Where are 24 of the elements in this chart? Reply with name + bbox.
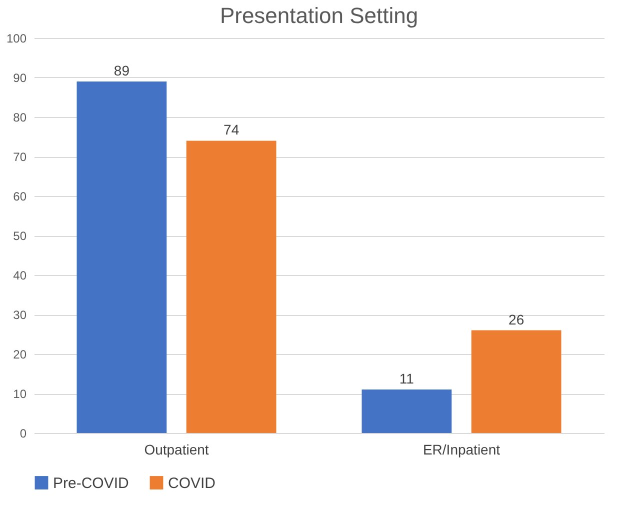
- y-tick-label: 80: [13, 110, 27, 124]
- chart-title: Presentation Setting: [220, 3, 418, 28]
- y-tick-label: 90: [13, 71, 27, 85]
- y-tick-label: 70: [13, 150, 27, 164]
- bar: [471, 330, 562, 433]
- data-label: 26: [508, 311, 524, 328]
- y-tick-label: 0: [20, 426, 27, 440]
- y-tick-label: 50: [13, 229, 27, 243]
- bar: [362, 390, 452, 433]
- legend-label: Pre-COVID: [53, 474, 130, 492]
- x-tick-label: ER/Inpatient: [422, 442, 500, 458]
- y-tick-label: 60: [13, 190, 27, 204]
- data-label: 74: [224, 122, 240, 138]
- bar: [76, 81, 167, 433]
- legend-label: COVID: [168, 474, 216, 492]
- y-tick-label: 20: [13, 348, 27, 362]
- y-tick-label: 100: [6, 32, 27, 46]
- y-tick-label: 30: [13, 308, 27, 322]
- data-label: 89: [114, 62, 130, 78]
- x-tick-label: Outpatient: [144, 442, 209, 458]
- bar: [186, 140, 276, 433]
- y-tick-label: 10: [13, 387, 27, 401]
- y-tick-label: 40: [13, 268, 27, 282]
- data-label: 11: [399, 370, 414, 387]
